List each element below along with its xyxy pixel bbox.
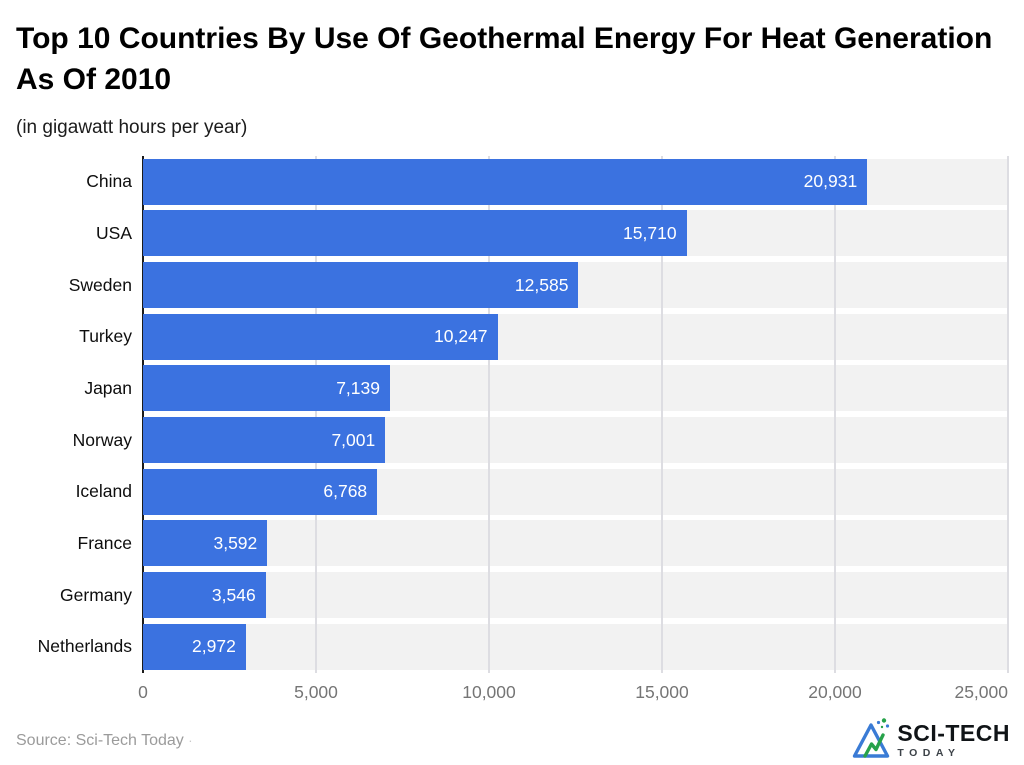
bar-track: 3,592 <box>143 520 1008 567</box>
x-tick-label: 20,000 <box>808 681 862 702</box>
category-label: Iceland <box>75 481 132 502</box>
x-tick-label: 0 <box>138 681 148 702</box>
bar[interactable]: 3,592 <box>143 520 268 567</box>
value-label: 3,546 <box>211 584 256 605</box>
bar[interactable]: 6,768 <box>143 468 378 515</box>
bar[interactable]: 7,001 <box>143 417 386 464</box>
bar-track: 15,710 <box>143 210 1008 257</box>
source-label: Source: Sci-Tech Today <box>16 731 184 749</box>
bar-chart: China 20,931 USA 15,710 Sweden 12,585 Tu… <box>16 155 1009 707</box>
bar[interactable]: 10,247 <box>143 313 498 360</box>
source-suffix-dot: · <box>188 732 193 748</box>
bar[interactable]: 20,931 <box>143 158 868 205</box>
chart-footer: Source: Sci-Tech Today · SCI-TECH TODAY <box>16 716 1010 765</box>
bar-track: 20,931 <box>143 158 1008 205</box>
logo-line2: TODAY <box>897 747 961 760</box>
bar-row: Sweden 12,585 <box>16 259 1008 311</box>
scitech-logo: SCI-TECH TODAY <box>849 716 1010 765</box>
bar[interactable]: 3,546 <box>143 572 266 619</box>
bar-row: China 20,931 <box>16 156 1008 208</box>
bar-track: 7,139 <box>143 365 1008 412</box>
bar-row: Turkey 10,247 <box>16 311 1008 363</box>
logo-line1: SCI-TECH <box>897 720 1010 747</box>
category-label: France <box>77 532 132 553</box>
bar-track: 10,247 <box>143 313 1008 360</box>
bar-row: Iceland 6,768 <box>16 466 1008 518</box>
value-label: 10,247 <box>434 326 488 347</box>
bar[interactable]: 15,710 <box>143 210 687 257</box>
x-tick-label: 15,000 <box>635 681 689 702</box>
value-label: 6,768 <box>323 481 368 502</box>
category-label: USA <box>96 222 132 243</box>
bar-track: 3,546 <box>143 572 1008 619</box>
value-label: 12,585 <box>514 274 569 295</box>
category-label: Sweden <box>68 274 132 295</box>
bar-row: USA 15,710 <box>16 207 1008 259</box>
chart-subtitle: (in gigawatt hours per year) <box>16 116 248 138</box>
bar-track: 6,768 <box>143 468 1008 515</box>
value-label: 15,710 <box>623 222 677 243</box>
value-label: 3,592 <box>213 532 258 553</box>
scitech-logo-mark-icon <box>849 716 893 765</box>
chart-title: Top 10 Countries By Use Of Geothermal En… <box>16 22 993 97</box>
x-axis: 0 5,000 10,000 15,000 20,000 25,000 <box>138 673 1008 707</box>
category-label: Norway <box>72 429 132 450</box>
scitech-logo-text: SCI-TECH TODAY <box>897 722 1010 759</box>
chart-rows: China 20,931 USA 15,710 Sweden 12,585 Tu… <box>16 156 1008 673</box>
bar-track: 7,001 <box>143 417 1008 464</box>
x-tick-label: 5,000 <box>294 681 338 702</box>
category-label: Germany <box>60 584 132 605</box>
plot-area: China 20,931 USA 15,710 Sweden 12,585 Tu… <box>16 155 1009 673</box>
category-label: Japan <box>84 377 132 398</box>
bar-row: France 3,592 <box>16 518 1008 570</box>
x-tick-label: 10,000 <box>462 681 516 702</box>
category-label: Turkey <box>79 326 132 347</box>
value-label: 20,931 <box>803 171 858 192</box>
value-label: 7,001 <box>331 429 376 450</box>
bar-row: Netherlands 2,972 <box>16 621 1008 673</box>
bar-track: 2,972 <box>143 623 1008 670</box>
x-tick-label: 25,000 <box>954 681 1008 702</box>
value-label: 2,972 <box>192 636 236 657</box>
bar[interactable]: 2,972 <box>143 623 246 670</box>
bar-row: Norway 7,001 <box>16 414 1008 466</box>
bar-track: 12,585 <box>143 262 1008 308</box>
bar[interactable]: 12,585 <box>143 262 579 308</box>
bar-row: Japan 7,139 <box>16 363 1008 415</box>
value-label: 7,139 <box>336 377 380 398</box>
source-text: Source: Sci-Tech Today · <box>16 732 193 750</box>
category-label: China <box>86 171 132 192</box>
bar-row: Germany 3,546 <box>16 569 1008 621</box>
bar[interactable]: 7,139 <box>143 365 390 412</box>
category-label: Netherlands <box>37 636 132 657</box>
